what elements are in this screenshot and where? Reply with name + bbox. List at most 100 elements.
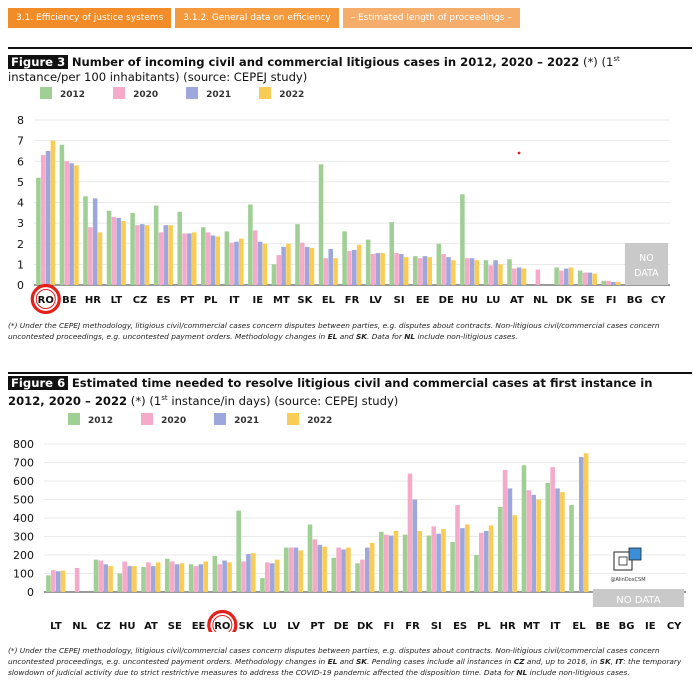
bar-MT-2022: [286, 243, 291, 285]
bar-PT-2012: [307, 524, 313, 592]
bar-SI-2012: [389, 222, 394, 285]
x-tick-label: ES: [453, 621, 467, 632]
bar-NL-2020: [535, 269, 541, 285]
bar-FR-2021: [412, 499, 418, 592]
x-tick-label: MT: [523, 621, 540, 632]
bar-PL-2022: [488, 525, 494, 592]
bar-FI-2012: [379, 531, 384, 592]
bar-MT-2022: [536, 499, 541, 592]
bar-CZ-2012: [130, 212, 135, 285]
y-tick-label: 400: [13, 512, 34, 525]
bar-PL-2021: [483, 530, 489, 592]
x-tick-label: SK: [297, 295, 313, 306]
bar-ES-2012: [153, 205, 159, 285]
bar-LV-2022: [380, 253, 385, 285]
bar-SK-2020: [300, 242, 305, 285]
bar-LV-2012: [365, 239, 371, 285]
x-tick-label: FI: [606, 295, 617, 306]
y-tick-label: 200: [13, 549, 34, 562]
bar-SI-2020: [431, 526, 437, 592]
figure6-title-source: instance/in days) (source: CEPEJ study): [167, 393, 399, 408]
bar-SK-2022: [250, 553, 256, 592]
bar-AT-2020: [146, 562, 151, 592]
bar-RO-2020: [40, 155, 46, 285]
y-tick-label: 1: [17, 258, 24, 271]
x-tick-label: LV: [369, 295, 382, 306]
watermark-puzzle-icon: [613, 547, 642, 571]
bar-ES-2022: [464, 524, 470, 592]
x-tick-label: LT: [111, 295, 123, 306]
x-tick-label: PL: [477, 621, 491, 632]
bar-EE-2020: [193, 566, 199, 592]
x-tick-label: NL: [72, 621, 87, 632]
bar-HR-2022: [97, 232, 103, 285]
bar-HR-2021: [507, 488, 513, 592]
x-tick-label: SI: [394, 295, 405, 306]
figure6-note-cz: CZ: [513, 657, 525, 666]
bar-LT-2021: [116, 217, 121, 285]
no-data-label: NO: [639, 253, 654, 264]
breadcrumb-item-proceedings-length[interactable]: – Estimated length of proceedings –: [342, 8, 520, 28]
x-tick-label: HR: [85, 295, 101, 306]
x-tick-label: IE: [252, 295, 263, 306]
figure6-note-sk: SK: [599, 657, 611, 666]
legend-label: 2012: [60, 90, 86, 100]
bar-IT-2020: [550, 467, 555, 592]
bar-HR-2020: [88, 227, 93, 285]
bar-EL-2012: [318, 164, 324, 285]
no-data-label: NO DATA: [616, 595, 660, 606]
x-tick-label: IT: [550, 621, 561, 632]
bar-RO-2012: [212, 555, 218, 592]
bar-MT-2021: [531, 494, 537, 592]
y-tick-label: 3: [17, 217, 24, 230]
highlight-circle-inner: [35, 289, 56, 309]
legend-swatch: [214, 413, 227, 425]
figure3-title-sup: st: [613, 55, 620, 63]
bar-IT-2012: [545, 482, 551, 592]
bar-HR-2022: [512, 515, 518, 592]
bar-BE-2012: [59, 144, 65, 285]
y-tick-label: 300: [13, 531, 34, 544]
legend-swatch: [40, 87, 52, 99]
bar-SE-2020: [582, 272, 588, 285]
figure6-tag: Figure 6: [8, 376, 69, 390]
y-tick-label: 5: [17, 176, 24, 189]
bar-ES-2022: [168, 225, 173, 285]
figure6-chart: 0 100 200 300 400 500 600 700 800 LT NL CZ HU AT SE EE R…: [13, 438, 686, 632]
x-tick-label: EL: [322, 295, 336, 306]
bar-MT-2020: [276, 255, 282, 285]
bar-FI-2022: [615, 281, 621, 285]
bar-EE-2021: [422, 256, 428, 285]
breadcrumb: 3.1. Efficiency of justice systems 3.1.2…: [8, 8, 520, 28]
y-tick-label: 700: [13, 457, 34, 470]
x-tick-label: DE: [439, 295, 454, 306]
bar-SK-2021: [246, 554, 251, 592]
bar-DK-2012: [355, 563, 360, 592]
bar-CZ-2020: [135, 225, 140, 285]
x-tick-label: PL: [204, 295, 218, 306]
bar-EL-2012: [569, 505, 574, 592]
bar-CZ-2012: [93, 559, 99, 592]
x-tick-label: FR: [405, 621, 420, 632]
bar-FI-2021: [388, 535, 394, 592]
bar-AT-2022: [155, 562, 161, 592]
y-tick-label: 2: [17, 238, 24, 251]
bar-CZ-2021: [103, 564, 109, 592]
bar-CZ-2020: [98, 560, 104, 592]
bar-FR-2020: [347, 250, 352, 285]
bar-AT-2021: [151, 566, 156, 592]
bar-PT-2022: [191, 232, 197, 285]
breadcrumb-item-general-data[interactable]: 3.1.2. General data on efficiency: [175, 8, 339, 28]
bar-SE-2022: [179, 563, 185, 592]
x-tick-label: SE: [168, 621, 182, 632]
breadcrumb-item-efficiency[interactable]: 3.1. Efficiency of justice systems: [8, 8, 172, 28]
bar-IT-2012: [224, 231, 230, 285]
bar-EE-2020: [417, 258, 423, 285]
bar-DK-2022: [369, 542, 375, 592]
figure6-title-text: Estimated time needed to resolve litigio…: [8, 376, 653, 408]
x-tick-label: SI: [431, 621, 442, 632]
bar-HR-2012: [83, 196, 88, 285]
bar-PL-2021: [210, 235, 216, 285]
x-tick-label: NL: [533, 295, 548, 306]
bar-SI-2021: [436, 533, 441, 592]
